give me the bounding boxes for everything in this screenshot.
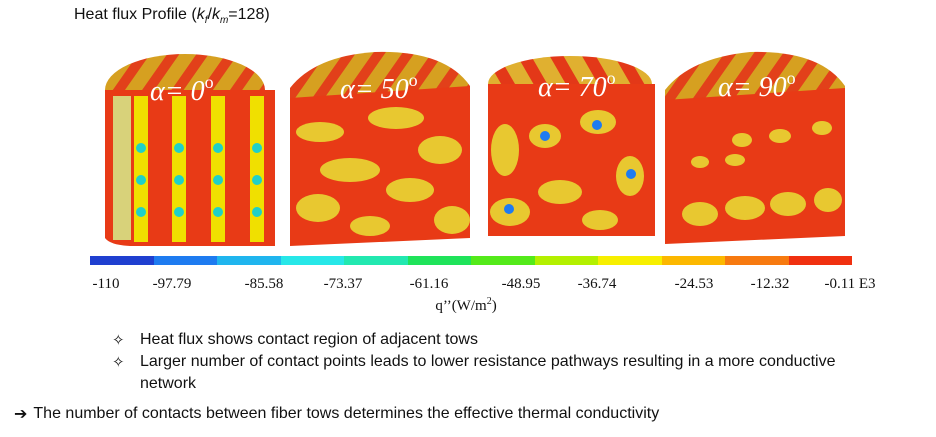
colorbar-label: q’’(W/m2) — [435, 296, 497, 314]
colorbar-tick: -61.16 — [409, 276, 449, 292]
bullet-text: Heat flux shows contact region of adjace… — [140, 331, 478, 348]
colorbar-tick: -12.32 — [750, 276, 790, 292]
title-slash: / — [207, 6, 212, 23]
panel-alpha-90: α= 90o — [665, 51, 845, 244]
colorbar-tick: -0.11 E3 — [824, 276, 876, 292]
arrow-right-icon: ➔ — [14, 404, 28, 423]
title-ratio: =128) — [228, 6, 270, 23]
bullet-item: ✧ Larger number of contact points leads … — [112, 351, 880, 395]
colorbar-tick: -36.74 — [577, 276, 617, 292]
panel-50-top — [290, 51, 470, 98]
km-symbol: km — [211, 6, 229, 27]
colorbar-tick: -73.37 — [323, 276, 363, 292]
figure-title: Heat flux Profile (kf/km=128) — [74, 6, 270, 26]
bullet-list: ✧ Heat flux shows contact region of adja… — [112, 329, 880, 395]
colorbar-tick: -97.79 — [152, 276, 192, 292]
colorbar-segment — [534, 256, 598, 265]
panel-90-alpha-label: α= 90o — [718, 68, 796, 103]
panel-50-alpha-label: α= 50o — [340, 70, 418, 105]
panel-90-top — [665, 51, 845, 100]
bullet-text: Larger number of contact points leads to… — [140, 353, 836, 392]
colorbar-segment — [471, 256, 535, 265]
diamond-bullet-icon: ✧ — [112, 331, 125, 349]
heat-flux-figures: α= 0o α= 50o α= 70o — [105, 51, 845, 246]
colorbar-segment — [344, 256, 408, 265]
colorbar-segment — [407, 256, 471, 265]
panel-0-contacts — [134, 96, 264, 242]
bullet-item: ✧ Heat flux shows contact region of adja… — [112, 329, 880, 351]
colorbar-segment — [217, 256, 281, 265]
conclusion: ➔ The number of contacts between fiber t… — [14, 404, 659, 423]
panel-0-edge — [113, 96, 131, 240]
colorbar-tick: -85.58 — [244, 276, 284, 292]
colorbar-segment — [280, 256, 344, 265]
panel-50-contacts — [296, 107, 470, 236]
colorbar-segment — [725, 256, 789, 265]
panel-70-hotspots — [504, 120, 636, 214]
panel-alpha-0: α= 0o — [105, 54, 275, 246]
panel-70-alpha-label: α= 70o — [538, 68, 616, 103]
colorbar-tick: -48.95 — [501, 276, 541, 292]
colorbar-segment — [90, 256, 154, 265]
colorbar-segment — [661, 256, 725, 265]
colorbar-segment — [598, 256, 662, 265]
colorbar — [90, 256, 852, 265]
diamond-bullet-icon: ✧ — [112, 353, 125, 371]
title-prefix: Heat flux Profile ( — [74, 6, 197, 23]
kf-symbol: kf — [196, 6, 208, 27]
colorbar-segment — [788, 256, 852, 265]
panel-alpha-70: α= 70o — [488, 56, 655, 236]
panel-0-alpha-label: α= 0o — [150, 72, 214, 107]
panel-alpha-50: α= 50o — [290, 51, 470, 246]
conclusion-text: The number of contacts between fiber tow… — [33, 404, 660, 422]
colorbar-segment — [153, 256, 217, 265]
colorbar-tick: -110 — [92, 276, 120, 292]
colorbar-tick: -24.53 — [674, 276, 714, 292]
panel-90-contacts — [682, 121, 842, 226]
